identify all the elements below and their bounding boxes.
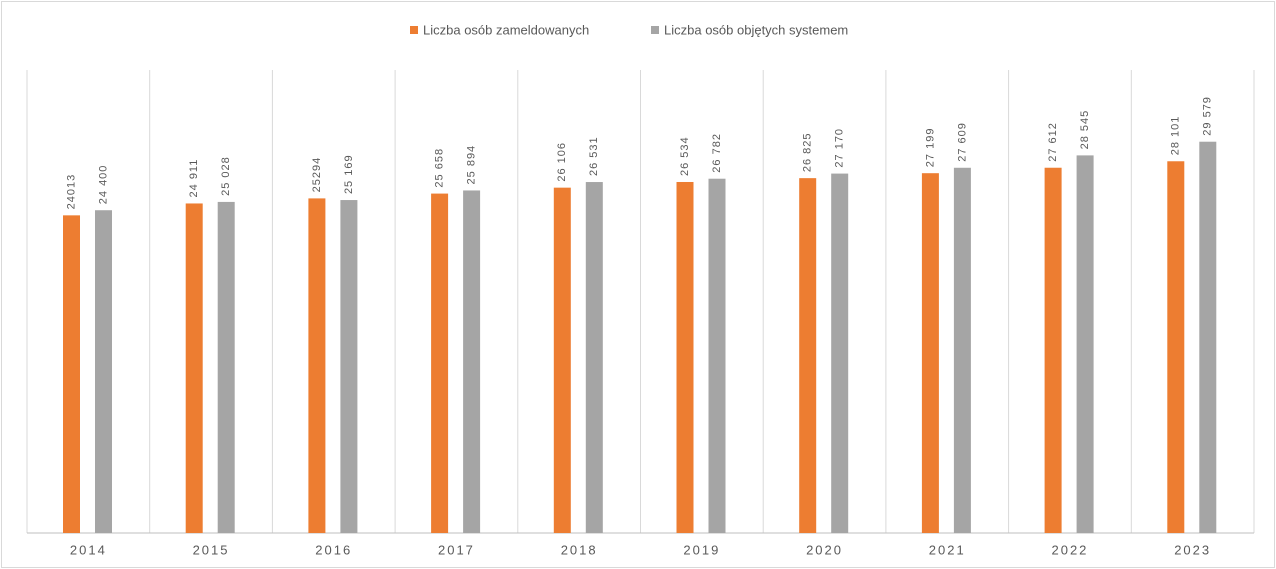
x-tick-label: 2015: [193, 542, 230, 557]
bar: [676, 181, 694, 533]
bar: [95, 210, 112, 534]
data-label: 26 825: [802, 132, 814, 172]
x-tick-label: 2023: [1174, 542, 1211, 557]
data-label: 27 612: [1047, 122, 1059, 162]
data-label: 25 658: [434, 148, 446, 188]
data-label: 26 782: [711, 133, 723, 173]
x-tick-label: 2019: [683, 542, 720, 557]
x-tick-label: 2017: [438, 542, 475, 557]
data-label: 26 534: [679, 136, 691, 176]
x-tick-label: 2022: [1051, 542, 1088, 557]
data-label: 28 545: [1079, 110, 1091, 150]
data-label: 24013: [65, 174, 77, 210]
bar: [63, 215, 80, 533]
data-label: 27 199: [924, 128, 936, 168]
bar: [185, 203, 203, 533]
data-label: 27 609: [956, 122, 968, 162]
bar: [463, 190, 481, 534]
bar: [953, 167, 971, 533]
bar: [585, 182, 603, 533]
data-label: 28 101: [1170, 116, 1182, 156]
bar: [217, 201, 235, 533]
bar: [1076, 155, 1094, 533]
legend-swatch: [651, 26, 659, 34]
data-label: 26 106: [556, 142, 568, 182]
legend-swatch: [410, 26, 418, 34]
data-label: 29 579: [1202, 96, 1214, 136]
bar: [308, 198, 326, 533]
bar: [921, 173, 939, 533]
bar: [1167, 161, 1185, 533]
x-tick-label: 2016: [315, 542, 352, 557]
bar: [708, 178, 726, 533]
x-tick-label: 2018: [561, 542, 598, 557]
x-tick-label: 2021: [929, 542, 966, 557]
data-label: 25 169: [343, 154, 355, 194]
bar: [1199, 141, 1217, 533]
bar: [340, 200, 358, 533]
data-label: 25 028: [220, 156, 232, 196]
data-label: 25 894: [466, 145, 478, 185]
x-tick-label: 2014: [70, 542, 107, 557]
bar: [1044, 167, 1062, 534]
data-label: 24 400: [97, 165, 109, 205]
x-tick-label: 2020: [806, 542, 843, 557]
bar: [831, 173, 849, 533]
legend-label: Liczba osób objętych systemem: [664, 22, 848, 37]
legend-label: Liczba osób zameldowanych: [423, 22, 589, 37]
bar: [431, 193, 449, 534]
data-label: 24 911: [188, 159, 200, 198]
data-label: 25294: [311, 157, 323, 193]
bar: [799, 178, 817, 534]
data-label: 26 531: [588, 136, 600, 176]
data-label: 27 170: [834, 128, 846, 168]
bar: [553, 187, 571, 533]
